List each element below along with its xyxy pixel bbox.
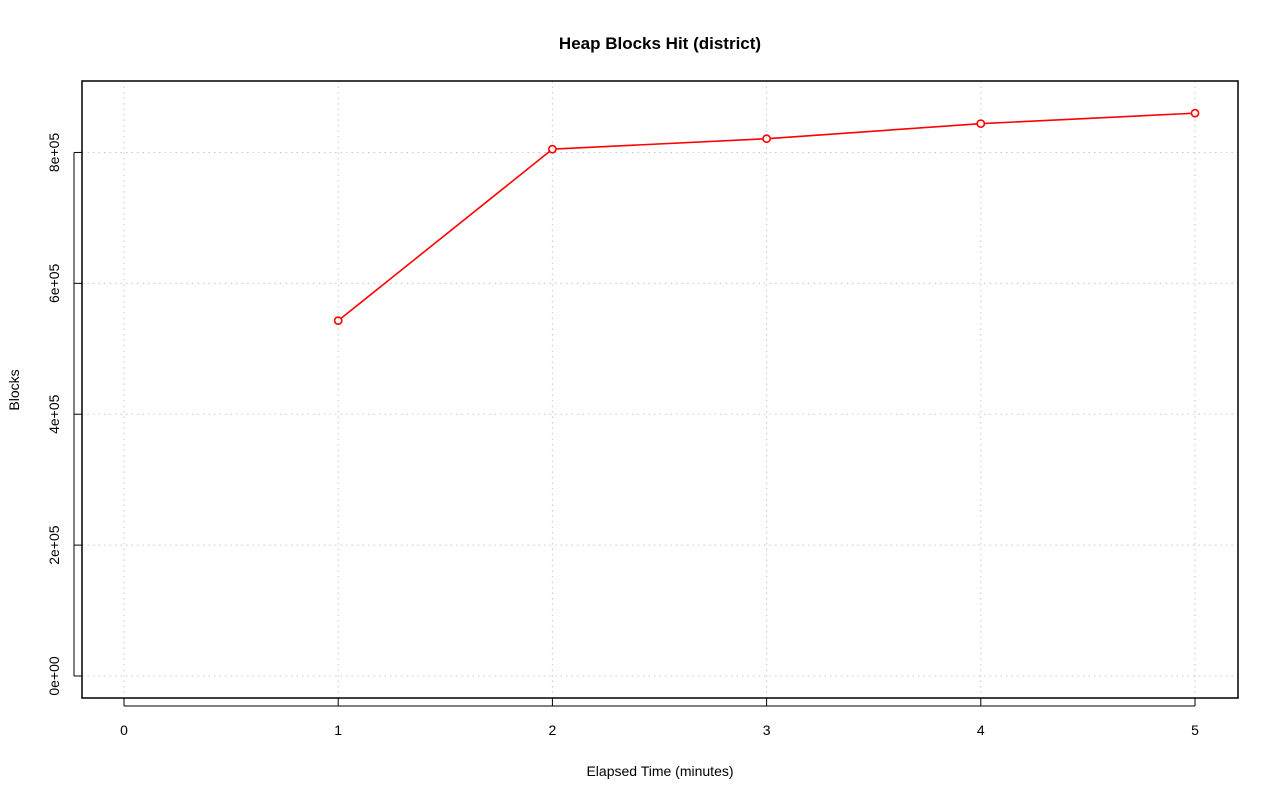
x-tick-label: 0 bbox=[120, 722, 128, 738]
x-tick-label: 4 bbox=[977, 722, 985, 738]
data-point bbox=[762, 134, 771, 144]
series-segment bbox=[340, 151, 550, 319]
y-tick-label: 4e+05 bbox=[46, 394, 62, 434]
series-segment bbox=[984, 112, 1191, 125]
data-point bbox=[333, 316, 343, 326]
plot-frame bbox=[81, 80, 1239, 699]
x-tick-label: 1 bbox=[334, 722, 342, 738]
chart-title: Heap Blocks Hit (district) bbox=[559, 34, 761, 53]
data-series bbox=[333, 108, 1200, 326]
x-axis: 0 1 2 3 4 5 bbox=[120, 698, 1199, 738]
data-point bbox=[548, 144, 557, 154]
y-tick-label: 8e+05 bbox=[46, 133, 62, 173]
y-axis-label: Blocks bbox=[6, 369, 22, 410]
data-point bbox=[976, 119, 986, 129]
x-tick-label: 5 bbox=[1191, 722, 1199, 738]
series-segment bbox=[556, 138, 763, 150]
series-segment bbox=[770, 123, 977, 140]
data-point bbox=[1190, 108, 1200, 118]
grid-lines bbox=[82, 81, 1238, 698]
y-tick-label: 6e+05 bbox=[46, 263, 62, 303]
x-tick-label: 3 bbox=[763, 722, 771, 738]
x-axis-label: Elapsed Time (minutes) bbox=[586, 763, 733, 779]
x-tick-label: 2 bbox=[549, 722, 557, 738]
y-axis: 0e+00 2e+05 4e+05 6e+05 8e+05 bbox=[46, 133, 82, 696]
y-tick-label: 0e+00 bbox=[46, 656, 62, 696]
y-tick-label: 2e+05 bbox=[46, 525, 62, 565]
